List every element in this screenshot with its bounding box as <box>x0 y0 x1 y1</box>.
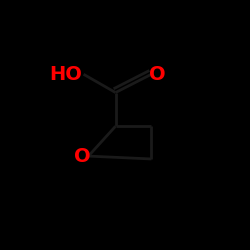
Text: O: O <box>149 65 166 84</box>
Text: O: O <box>74 146 91 166</box>
Text: HO: HO <box>50 65 82 84</box>
